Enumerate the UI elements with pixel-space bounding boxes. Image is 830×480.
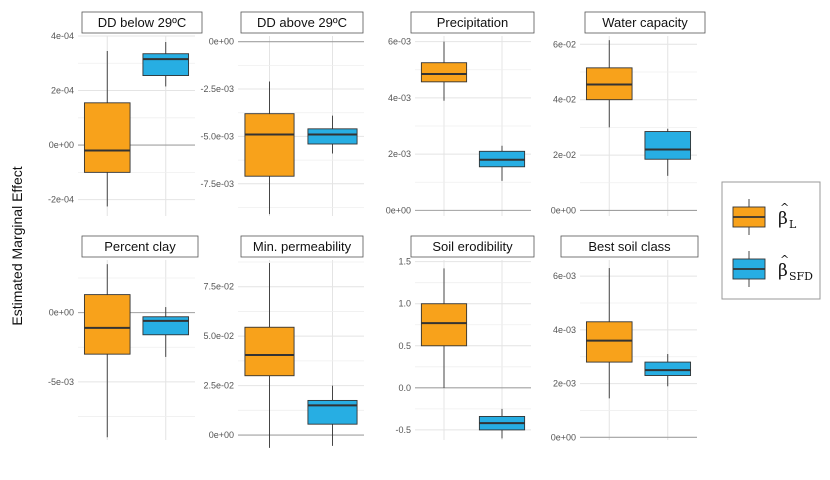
- legend-symbol: β: [778, 209, 788, 229]
- legend-item: ^β SFD: [732, 251, 813, 287]
- strip-box: [81, 11, 203, 34]
- legend-symbol: β: [778, 261, 788, 281]
- panel: 0e+00 2.5e-02 5.0e-02 7.5e-02 Min. permeabil…: [203, 235, 364, 448]
- panel-title: Min. permeability: [253, 239, 352, 254]
- box-iqr: [420, 62, 468, 83]
- panel-title: DD below 29ºC: [98, 15, 187, 30]
- legend-hat: ^: [780, 253, 789, 266]
- panel: -7.5e-03 -5.0e-03 -2.5e-03 0e+00 DD above 29…: [200, 11, 364, 216]
- y-tick-label: 0e+00: [551, 205, 576, 215]
- box-iqr: [244, 113, 295, 177]
- strip-box: [584, 11, 706, 34]
- y-tick-label: 0e+00: [209, 37, 234, 47]
- box-iqr: [307, 399, 358, 425]
- box-iqr: [142, 53, 190, 76]
- box-iqr: [644, 361, 692, 376]
- strip-box: [410, 11, 535, 34]
- box-iqr: [142, 316, 190, 336]
- y-tick-label: 0e+00: [386, 205, 411, 215]
- y-tick-label: -5e-03: [48, 377, 74, 387]
- box-iqr: [644, 131, 692, 160]
- box-iqr: [83, 102, 131, 173]
- strip-box: [240, 235, 364, 258]
- box-sfd: [644, 354, 692, 387]
- box-sfd: [478, 145, 526, 181]
- y-tick-label: 1.5: [398, 257, 411, 267]
- box-sfd: [644, 128, 692, 176]
- panel-title: Precipitation: [437, 15, 509, 30]
- box-l: [420, 41, 468, 101]
- legend: ^β L^β SFD: [721, 181, 821, 300]
- y-tick-label: -5.0e-03: [200, 131, 234, 141]
- y-tick-label: 0.5: [398, 341, 411, 351]
- y-axis-label: Estimated Marginal Effect: [9, 166, 25, 325]
- y-tick-label: 0e+00: [49, 308, 74, 318]
- panel-title: Water capacity: [602, 15, 688, 30]
- strip-box: [560, 235, 699, 258]
- box-iqr: [585, 321, 633, 363]
- y-tick-label: 0e+00: [49, 140, 74, 150]
- box-l: [585, 40, 633, 128]
- box-l: [83, 51, 131, 207]
- panel: 0e+00 2e-03 4e-03 6e-03 Best soil class: [551, 235, 699, 442]
- strip-box: [81, 235, 199, 258]
- legend-subscript: L: [789, 218, 797, 231]
- panel-title: DD above 29ºC: [257, 15, 347, 30]
- y-tick-label: -2.5e-03: [200, 84, 234, 94]
- box-sfd: [307, 115, 358, 154]
- strip-box: [240, 11, 364, 34]
- panel-title: Percent clay: [104, 239, 176, 254]
- y-tick-label: 2.5e-02: [203, 381, 234, 391]
- y-tick-label: 6e-03: [388, 37, 411, 47]
- strip-box: [410, 235, 535, 258]
- box-sfd: [307, 385, 358, 446]
- y-tick-label: 6e-02: [553, 39, 576, 49]
- y-tick-label: 4e-04: [51, 31, 74, 41]
- y-tick-label: 7.5e-02: [203, 282, 234, 292]
- y-tick-label: 6e-03: [553, 271, 576, 281]
- box-l: [244, 262, 295, 448]
- box-sfd: [142, 307, 190, 357]
- panel: -5e-03 0e+00 Percent clay: [48, 235, 199, 440]
- y-tick-label: 0e+00: [551, 432, 576, 442]
- y-tick-label: 0.0: [398, 383, 411, 393]
- legend-hat: ^: [780, 201, 789, 214]
- box-l: [244, 81, 295, 215]
- y-tick-label: 2e-03: [388, 149, 411, 159]
- box-iqr: [244, 326, 295, 377]
- panel: 0e+00 2e-02 4e-02 6e-02 Water capacity: [551, 11, 706, 216]
- panel-title: Soil erodibility: [432, 239, 513, 254]
- y-tick-label: -0.5: [395, 425, 411, 435]
- box-l: [585, 268, 633, 399]
- legend-item: ^β L: [732, 199, 797, 235]
- y-tick-label: 0e+00: [209, 430, 234, 440]
- y-tick-label: 2e-04: [51, 86, 74, 96]
- y-tick-label: 4e-02: [553, 95, 576, 105]
- box-sfd: [142, 42, 190, 87]
- y-tick-label: 1.0: [398, 299, 411, 309]
- box-iqr: [83, 294, 131, 355]
- box-l: [83, 264, 131, 438]
- y-tick-label: -7.5e-03: [200, 179, 234, 189]
- y-tick-label: 2e-02: [553, 150, 576, 160]
- y-tick-label: 4e-03: [388, 93, 411, 103]
- legend-frame: [721, 181, 821, 300]
- box-sfd: [478, 408, 526, 439]
- y-tick-label: 5.0e-02: [203, 331, 234, 341]
- y-tick-label: 4e-03: [553, 325, 576, 335]
- y-tick-label: -2e-04: [48, 195, 74, 205]
- panel: -0.5 0.0 0.5 1.0 1.5 Soil erodibility: [395, 235, 535, 440]
- panel: -2e-04 0e+00 2e-04 4e-04 DD below 29ºC: [48, 11, 203, 216]
- box-iqr: [420, 303, 468, 347]
- legend-subscript: SFD: [789, 270, 813, 283]
- box-l: [420, 268, 468, 388]
- panel-title: Best soil class: [588, 239, 671, 254]
- y-tick-label: 2e-03: [553, 379, 576, 389]
- panel: 0e+00 2e-03 4e-03 6e-03 Precipitation: [386, 11, 535, 216]
- box-iqr: [307, 128, 358, 145]
